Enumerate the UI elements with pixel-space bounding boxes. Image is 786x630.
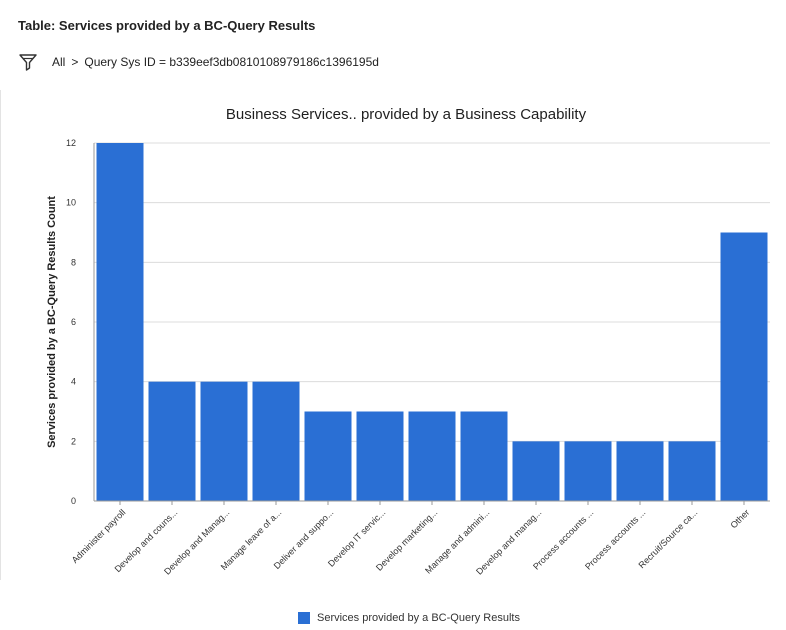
left-border [0,90,1,580]
x-tick-label: Develop IT servic... [326,507,387,568]
bars [96,143,768,502]
bar[interactable] [304,411,352,502]
bar[interactable] [356,411,404,502]
bar-chart: Business Services.. provided by a Busine… [46,106,770,577]
x-tick-label: Other [728,507,751,530]
bar[interactable] [252,381,300,501]
y-tick-label: 6 [71,317,76,327]
bar[interactable] [460,411,508,502]
y-tick-label: 4 [71,377,76,387]
x-tick-label: Recruit/Source ca... [636,507,699,570]
chart-title: Business Services.. provided by a Busine… [226,106,587,123]
y-tick-label: 2 [71,436,76,446]
bar[interactable] [564,441,612,501]
bar[interactable] [512,441,560,501]
filter-funnel-icon[interactable] [18,52,38,72]
breadcrumb: All > Query Sys ID = b339eef3db081010897… [18,52,379,72]
legend-swatch [298,612,310,624]
legend-label: Services provided by a BC-Query Results [317,612,520,624]
bar[interactable] [616,441,664,501]
bar[interactable] [96,143,144,501]
x-tick-label: Administer payroll [70,507,128,565]
y-tick-label: 8 [71,257,76,267]
y-axis-title: Services provided by a BC-Query Results … [46,196,58,448]
breadcrumb-all-link[interactable]: All [52,55,66,69]
bar[interactable] [408,411,456,502]
bar[interactable] [668,441,716,501]
bar[interactable] [148,381,196,501]
legend[interactable]: Services provided by a BC-Query Results [298,612,520,624]
y-tick-label: 0 [71,496,76,506]
bar[interactable] [720,232,768,502]
y-tick-label: 10 [66,198,76,208]
y-tick-label: 12 [66,138,76,148]
breadcrumb-separator: > [71,55,79,69]
breadcrumb-filter-condition[interactable]: Query Sys ID = b339eef3db0810108979186c1… [84,55,379,69]
bar[interactable] [200,381,248,501]
table-title: Table: Services provided by a BC-Query R… [18,18,316,33]
